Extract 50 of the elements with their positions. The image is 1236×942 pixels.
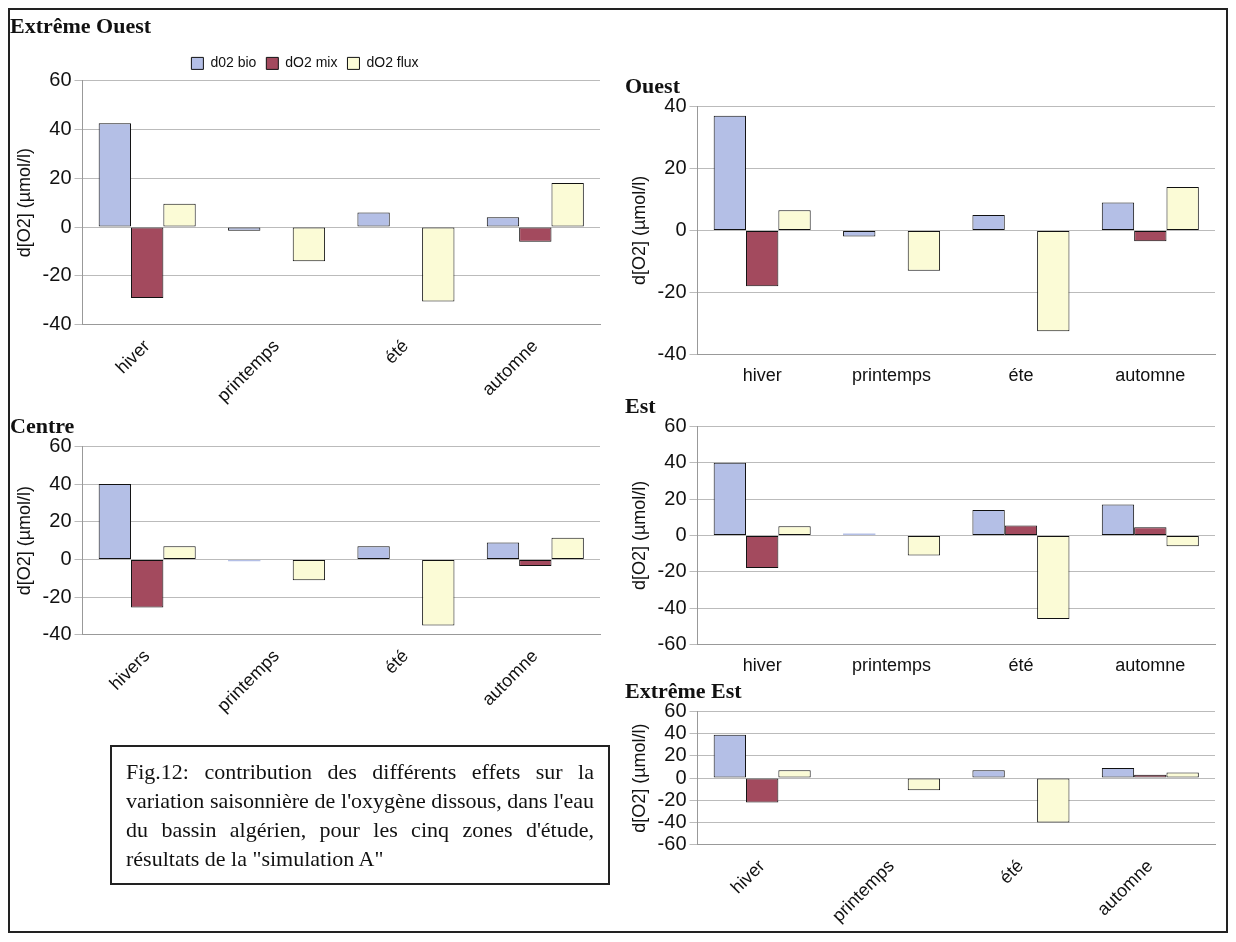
x-tick-label: printemps [852, 655, 932, 676]
y-axis-title: d[O2] (µmol/l) [628, 480, 649, 591]
x-tick-label: été [380, 645, 413, 678]
x-tick-label: automne [1115, 365, 1186, 386]
legend-label: dO2 flux [366, 54, 419, 71]
chart-title: Est [625, 392, 657, 418]
y-tick-label: -20 [657, 279, 687, 302]
y-tick-label: 20 [664, 155, 687, 178]
y-tick-label: -20 [657, 787, 687, 810]
y-tick-label: 0 [675, 522, 687, 545]
y-tick-label: -40 [42, 622, 72, 645]
x-tick-label: éte [1008, 365, 1034, 386]
y-tick-label: -20 [42, 584, 72, 607]
y-tick-label: -60 [657, 832, 687, 855]
x-tick-label: été [1008, 655, 1034, 676]
chart-title: Extrême Ouest [10, 12, 152, 38]
y-tick-label: 60 [664, 413, 687, 436]
y-tick-label: -60 [657, 631, 687, 654]
y-tick-label: 20 [49, 509, 72, 532]
y-tick-label: 0 [675, 217, 687, 240]
y-tick-label: 40 [664, 721, 687, 744]
y-tick-label: -40 [42, 312, 72, 335]
y-tick-label: 0 [675, 765, 687, 788]
x-tick-label: hiver [742, 365, 782, 386]
x-tick-label: été [380, 335, 413, 368]
y-tick-label: 20 [664, 743, 687, 766]
y-tick-label: 20 [49, 165, 72, 188]
y-tick-label: 0 [60, 214, 72, 237]
y-axis-title: d[O2] (µmol/l) [628, 723, 649, 833]
y-tick-label: -40 [657, 341, 687, 364]
y-axis-title: d[O2] (µmol/l) [13, 147, 34, 258]
y-tick-label: 60 [49, 67, 72, 90]
y-tick-label: 40 [49, 116, 72, 139]
x-tick-label: automne [1115, 655, 1186, 676]
y-tick-label: -20 [42, 263, 72, 286]
x-tick-label: hiver [742, 655, 782, 676]
y-tick-label: -20 [657, 559, 687, 582]
y-tick-label: -40 [657, 595, 687, 618]
legend-label: dO2 mix [285, 54, 338, 71]
caption: Fig.12: contribution des différents effets sur la variation saisonnière de l'oxygène dissous, dans l'eau du bassin algérien, pour les cinq zones d'étude, résultats de la "simulation A" [126, 758, 594, 873]
y-tick-label: -40 [657, 810, 687, 833]
x-tick-label: printemps [852, 365, 932, 386]
y-tick-label: 0 [60, 546, 72, 569]
y-tick-label: 20 [664, 486, 687, 509]
y-axis-title: d[O2] (µmol/l) [628, 175, 649, 286]
legend-label: d02 bio [210, 54, 257, 71]
y-tick-label: 40 [664, 450, 687, 473]
y-tick-label: 40 [49, 471, 72, 494]
x-tick-label: été [995, 855, 1028, 888]
y-axis-title: d[O2] (µmol/l) [13, 485, 34, 596]
